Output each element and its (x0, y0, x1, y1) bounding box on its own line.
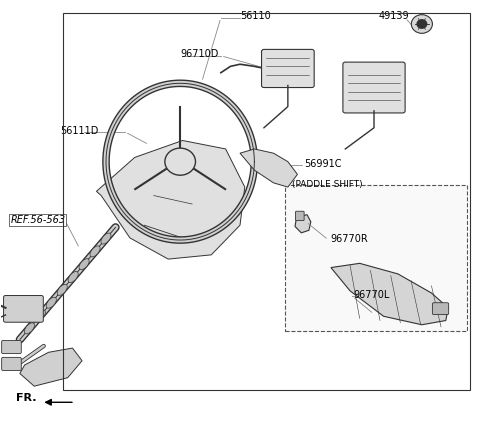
Text: 56110: 56110 (240, 11, 271, 21)
Ellipse shape (57, 284, 67, 295)
Text: 56991C: 56991C (305, 159, 342, 169)
Text: REF.56-563: REF.56-563 (10, 215, 65, 225)
Ellipse shape (24, 323, 35, 334)
FancyBboxPatch shape (1, 340, 21, 354)
FancyBboxPatch shape (1, 357, 21, 371)
Polygon shape (240, 149, 298, 187)
Polygon shape (331, 264, 448, 325)
Bar (63, 14, 470, 391)
Text: 96710D: 96710D (180, 49, 218, 60)
Text: 96770L: 96770L (353, 290, 389, 300)
Ellipse shape (79, 259, 89, 270)
Circle shape (417, 20, 427, 28)
FancyBboxPatch shape (432, 303, 449, 314)
Ellipse shape (68, 272, 78, 283)
FancyBboxPatch shape (3, 295, 43, 322)
Ellipse shape (46, 297, 56, 308)
Ellipse shape (36, 310, 46, 321)
Ellipse shape (101, 233, 111, 244)
Polygon shape (295, 215, 311, 233)
Text: FR.: FR. (16, 393, 36, 403)
Ellipse shape (90, 246, 100, 257)
Polygon shape (20, 348, 82, 386)
Bar (286, 185, 468, 331)
Text: 96770R: 96770R (330, 234, 368, 244)
Circle shape (411, 15, 432, 33)
Text: 56111D: 56111D (60, 126, 99, 136)
Circle shape (165, 148, 195, 175)
FancyBboxPatch shape (296, 211, 304, 221)
Text: 49139: 49139 (379, 11, 409, 21)
FancyBboxPatch shape (262, 49, 314, 88)
FancyBboxPatch shape (343, 62, 405, 113)
Polygon shape (96, 141, 245, 259)
Text: (PADDLE SHIFT): (PADDLE SHIFT) (292, 180, 362, 189)
